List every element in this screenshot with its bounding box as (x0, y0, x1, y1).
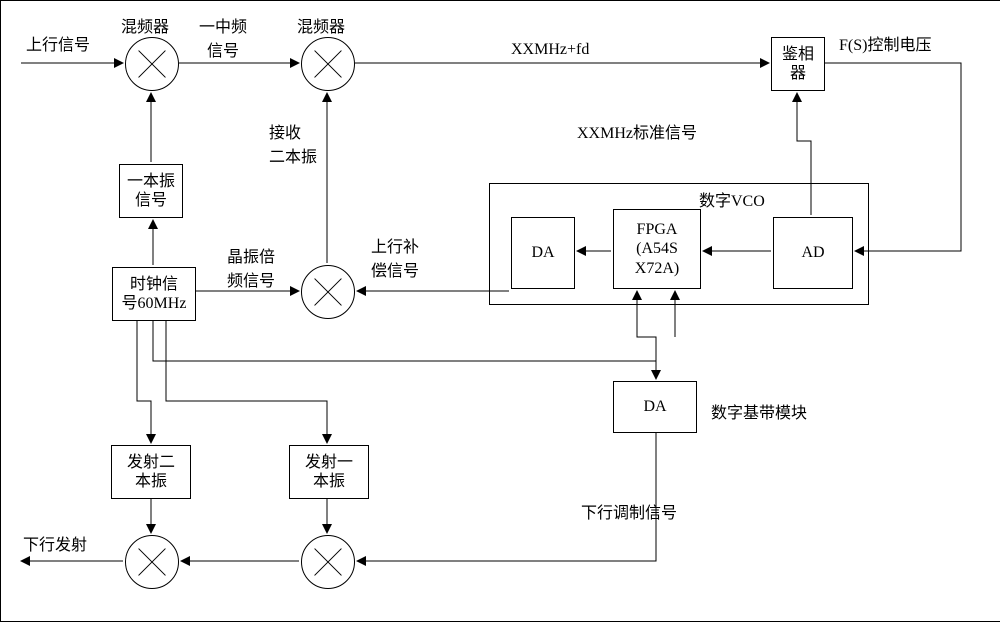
arrow-layer (1, 1, 1000, 621)
diagram-root: 一本振 信号 时钟信 号60MHz 鉴相 器 DA FPGA (A54S X72… (0, 0, 1000, 622)
